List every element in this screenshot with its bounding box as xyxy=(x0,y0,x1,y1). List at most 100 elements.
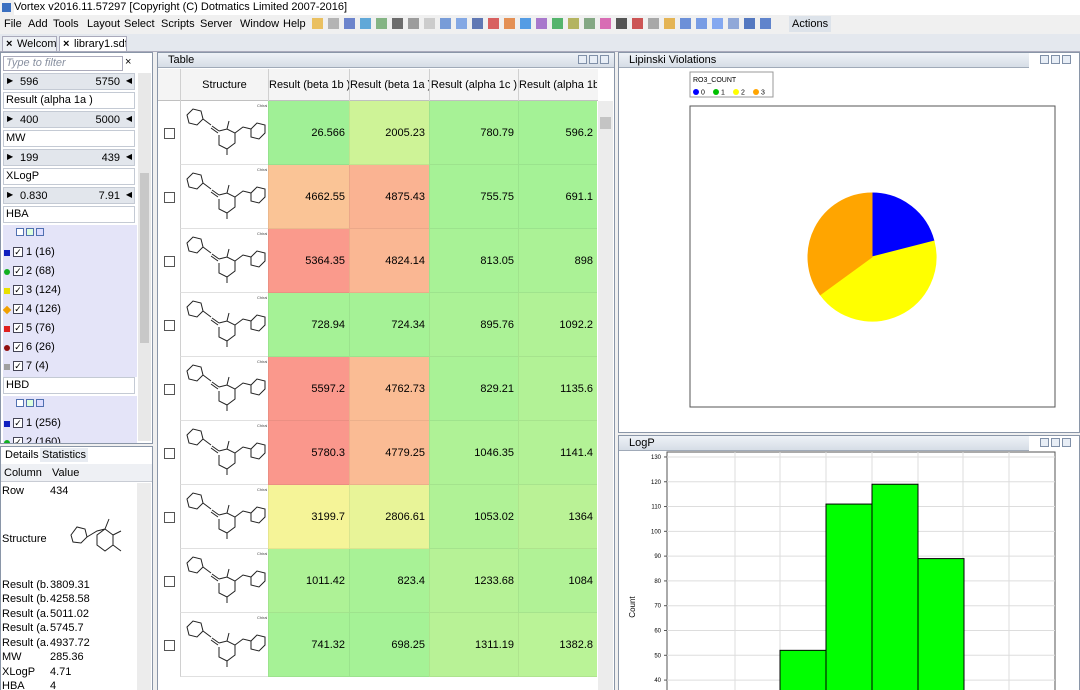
column-header[interactable]: Result (beta 1a ) xyxy=(349,69,429,101)
check-all[interactable] xyxy=(16,228,24,236)
toolbar-button[interactable] xyxy=(520,18,531,29)
row-checkbox[interactable] xyxy=(164,192,175,203)
column-header[interactable]: Result (alpha 1c ) xyxy=(429,69,518,101)
toolbar-button[interactable] xyxy=(376,18,387,29)
menu-item[interactable]: Server xyxy=(200,18,233,30)
toolbar-button[interactable] xyxy=(392,18,403,29)
panel-button[interactable] xyxy=(1040,438,1049,447)
panel-button[interactable] xyxy=(1051,55,1060,64)
panel-button[interactable] xyxy=(600,55,609,64)
toolbar-button[interactable] xyxy=(744,18,755,29)
range-arrow-left: ▶ xyxy=(7,152,14,161)
details-tab[interactable]: Details xyxy=(3,448,41,462)
toolbar-button[interactable] xyxy=(584,18,595,29)
check-all[interactable] xyxy=(16,399,24,407)
filter-clear[interactable]: × xyxy=(125,56,132,68)
toolbar-button[interactable] xyxy=(504,18,515,29)
toolbar-button[interactable] xyxy=(552,18,563,29)
toolbar-button[interactable] xyxy=(328,18,339,29)
table-cell: 1084 xyxy=(518,549,597,613)
checkbox[interactable]: ✓ xyxy=(13,361,23,371)
check-all[interactable] xyxy=(36,399,44,407)
menu-item[interactable]: Help xyxy=(283,18,306,30)
document-tab[interactable]: Welcome× xyxy=(2,36,57,52)
toolbar-button[interactable] xyxy=(632,18,643,29)
check-all[interactable] xyxy=(26,399,34,407)
toolbar-button[interactable] xyxy=(440,18,451,29)
panel-button[interactable] xyxy=(1040,55,1049,64)
panel-button[interactable] xyxy=(1062,55,1071,64)
row-checkbox[interactable] xyxy=(164,320,175,331)
check-marker xyxy=(4,288,10,294)
menu-item[interactable]: Add xyxy=(28,18,48,30)
check-all[interactable] xyxy=(26,228,34,236)
toolbar-button[interactable] xyxy=(616,18,627,29)
molecule: Chiral xyxy=(186,487,268,539)
checkbox[interactable]: ✓ xyxy=(13,266,23,276)
checkbox[interactable]: ✓ xyxy=(13,342,23,352)
row-checkbox[interactable] xyxy=(164,256,175,267)
range-arrow-right: ◀ xyxy=(125,190,132,199)
panel-button[interactable] xyxy=(578,55,587,64)
checkbox[interactable]: ✓ xyxy=(13,437,23,443)
toolbar-button[interactable] xyxy=(456,18,467,29)
menu-item[interactable]: Tools xyxy=(53,18,79,30)
toolbar-button[interactable] xyxy=(536,18,547,29)
checkbox[interactable]: ✓ xyxy=(13,285,23,295)
toolbar-button[interactable] xyxy=(680,18,691,29)
toolbar-button[interactable] xyxy=(360,18,371,29)
toolbar-button[interactable] xyxy=(424,18,435,29)
panel-button[interactable] xyxy=(1062,438,1071,447)
table-cell: 1092.2 xyxy=(518,293,597,357)
toolbar-button[interactable] xyxy=(648,18,659,29)
toolbar-button[interactable] xyxy=(344,18,355,29)
menu-item[interactable]: File xyxy=(4,18,22,30)
column-header[interactable]: Result (beta 1b ) xyxy=(268,69,349,101)
menu-item[interactable]: Window xyxy=(240,18,280,30)
table-cell: 5780.3 xyxy=(268,421,349,485)
checkbox[interactable]: ✓ xyxy=(13,323,23,333)
row-checkbox[interactable] xyxy=(164,576,175,587)
document-tab[interactable]: library1.sdf × xyxy=(59,36,127,52)
table-cell: 895.76 xyxy=(429,293,518,357)
range-max: 7.91 xyxy=(98,190,120,202)
toolbar-button[interactable] xyxy=(488,18,499,29)
details-content: Details Statistics Column Value Row 434 Struct… xyxy=(1,447,152,690)
toolbar-button[interactable] xyxy=(472,18,483,29)
toolbar-button[interactable] xyxy=(664,18,675,29)
toolbar-button[interactable] xyxy=(568,18,579,29)
panel-button[interactable] xyxy=(589,55,598,64)
row-checkbox[interactable] xyxy=(164,128,175,139)
checkbox[interactable]: ✓ xyxy=(13,247,23,257)
table-cell: 4824.14 xyxy=(349,229,429,293)
column-header[interactable]: Structure xyxy=(180,69,268,101)
menu-item[interactable]: Select xyxy=(124,18,155,30)
row-checkbox[interactable] xyxy=(164,448,175,459)
structure-cell: Chiral xyxy=(180,421,268,485)
toolbar-button[interactable] xyxy=(696,18,707,29)
details-row-value: 4937.72 xyxy=(50,636,90,649)
toolbar-button[interactable] xyxy=(712,18,723,29)
checkbox[interactable]: ✓ xyxy=(13,304,23,314)
menu-item[interactable]: Layout xyxy=(87,18,121,30)
row-checkbox[interactable] xyxy=(164,512,175,523)
panel-button[interactable] xyxy=(1051,438,1060,447)
toolbar-button[interactable] xyxy=(600,18,611,29)
range-min: 400 xyxy=(20,114,39,126)
toolbar-button[interactable] xyxy=(408,18,419,29)
menu-item[interactable]: Scripts xyxy=(161,18,195,30)
row-checkbox[interactable] xyxy=(164,640,175,651)
toolbar-button[interactable] xyxy=(312,18,323,29)
check-all[interactable] xyxy=(36,228,44,236)
toolbar-actions[interactable]: Actions xyxy=(789,16,832,32)
column-header[interactable]: Result (alpha 1b ) xyxy=(518,69,597,101)
svg-text:Chiral: Chiral xyxy=(257,103,267,108)
structure-image xyxy=(63,505,133,565)
toolbar-button[interactable] xyxy=(760,18,771,29)
row-checkbox[interactable] xyxy=(164,384,175,395)
details-row-value: 285.36 xyxy=(50,651,84,663)
filter-input[interactable]: Type to filter xyxy=(3,56,123,71)
details-tab[interactable]: Statistics xyxy=(40,448,89,462)
checkbox[interactable]: ✓ xyxy=(13,418,23,428)
toolbar-button[interactable] xyxy=(728,18,739,29)
